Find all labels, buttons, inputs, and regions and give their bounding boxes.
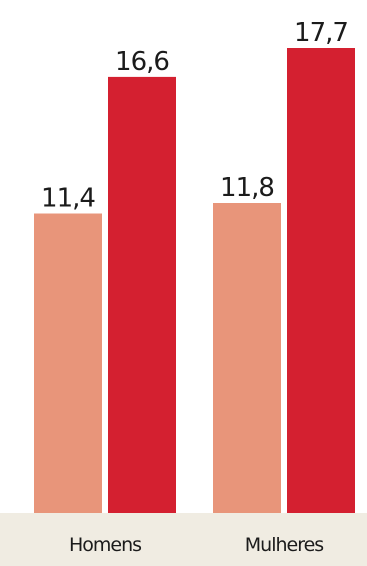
data-label-mulheres-series-1: 11,8 — [220, 173, 274, 203]
data-label-homens-series-2: 16,6 — [115, 47, 169, 77]
bar-mulheres-series-2 — [287, 48, 355, 513]
data-label-homens-series-1: 11,4 — [41, 184, 95, 214]
category-label-homens: Homens — [69, 534, 141, 556]
bar-mulheres-series-1 — [213, 203, 281, 513]
category-label-mulheres: Mulheres — [245, 534, 324, 556]
category-labels: Homens Mulheres — [69, 534, 324, 556]
bar-homens-series-2 — [108, 76, 176, 513]
bars — [34, 48, 355, 513]
bar-homens-series-1 — [34, 213, 102, 513]
data-label-mulheres-series-2: 17,7 — [294, 18, 348, 48]
data-labels: 11,4 16,6 11,8 17,7 — [41, 18, 349, 214]
category-axis-band — [0, 513, 367, 566]
